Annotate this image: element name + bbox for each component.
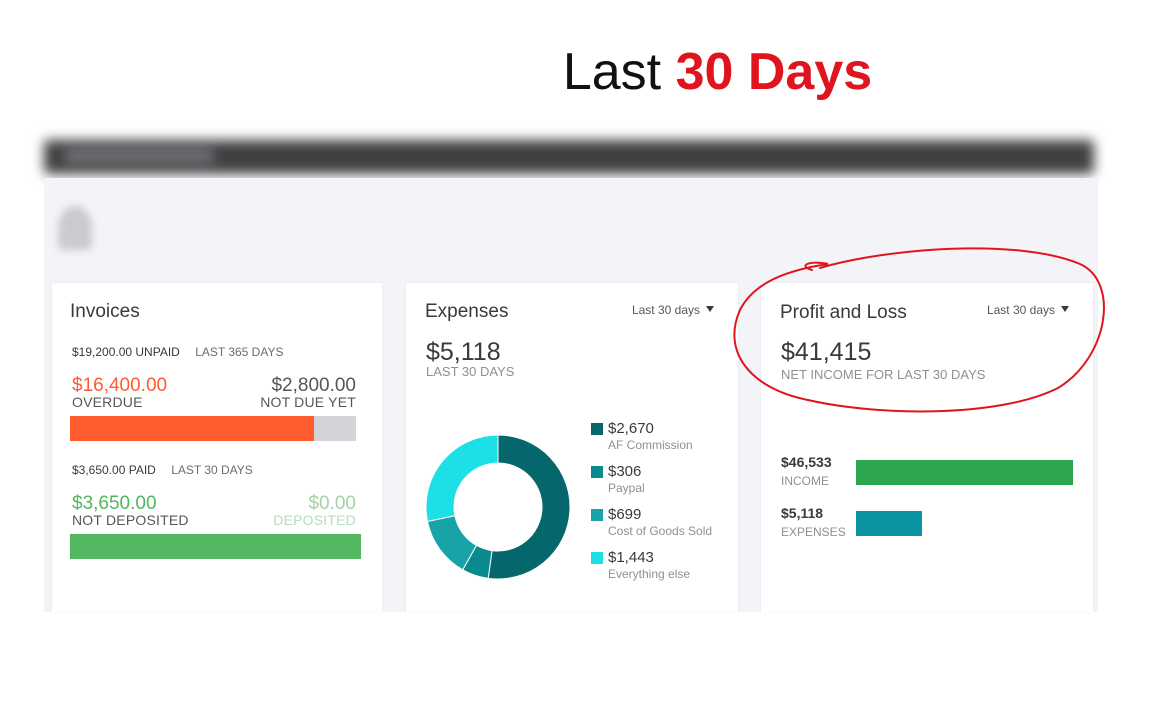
- legend-swatch: [591, 552, 603, 564]
- expenses-amount: $5,118: [781, 505, 824, 521]
- invoices-title: Invoices: [70, 301, 140, 322]
- not-deposited-amount[interactable]: $3,650.00: [72, 493, 157, 514]
- donut-slice-af-commission[interactable]: [487, 434, 571, 580]
- unpaid-bar[interactable]: [70, 416, 356, 441]
- expenses-bar[interactable]: [856, 511, 922, 536]
- legend-swatch: [591, 423, 603, 435]
- not-due-label: NOT DUE YET: [260, 394, 356, 410]
- not-deposited-label: NOT DEPOSITED: [72, 512, 189, 528]
- legend-amount: $699: [608, 506, 642, 523]
- company-header: [44, 178, 1098, 276]
- profit-loss-range-label: Last 30 days: [986, 303, 1055, 317]
- legend-amount: $1,443: [608, 549, 654, 566]
- donut-slice-everything-else[interactable]: [425, 434, 499, 522]
- net-income-label: NET INCOME FOR LAST 30 DAYS: [781, 367, 986, 382]
- expenses-title: Expenses: [425, 301, 509, 322]
- expenses-card[interactable]: Expenses Last 30 days $5,118 LAST 30 DAY…: [406, 283, 738, 612]
- unpaid-summary: $19,200.00 UNPAID LAST 365 DAYS: [72, 345, 283, 359]
- deposited-amount[interactable]: $0.00: [308, 493, 356, 514]
- chevron-down-icon: [706, 306, 714, 312]
- unpaid-period: LAST 365 DAYS: [195, 345, 284, 359]
- paid-period: LAST 30 DAYS: [171, 463, 253, 477]
- profit-loss-card[interactable]: Profit and Loss Last 30 days $41,415 NET…: [761, 283, 1093, 612]
- not-deposited-bar-segment[interactable]: [70, 534, 361, 559]
- headline: Last 30 Days: [0, 40, 1171, 104]
- unpaid-amount: $19,200.00 UNPAID: [72, 345, 180, 359]
- headline-highlight: 30 Days: [675, 43, 873, 101]
- income-bar[interactable]: [856, 460, 1073, 485]
- net-income-amount: $41,415: [781, 338, 872, 366]
- invoices-card[interactable]: Invoices $19,200.00 UNPAID LAST 365 DAYS…: [52, 283, 382, 612]
- profit-loss-title: Profit and Loss: [780, 302, 907, 323]
- legend-label: Everything else: [608, 567, 691, 581]
- income-amount: $46,533: [781, 454, 832, 470]
- paid-summary: $3,650.00 PAID LAST 30 DAYS: [72, 463, 253, 477]
- expenses-range-dropdown[interactable]: Last 30 days: [632, 303, 714, 317]
- expenses-total: $5,118: [426, 338, 501, 366]
- income-label: INCOME: [781, 474, 829, 488]
- legend-swatch: [591, 466, 603, 478]
- chevron-down-icon: [1061, 306, 1069, 312]
- expenses-period: LAST 30 DAYS: [426, 364, 515, 379]
- overdue-bar-segment[interactable]: [70, 416, 315, 441]
- legend-swatch: [591, 509, 603, 521]
- legend-amount: $306: [608, 463, 642, 480]
- expenses-range-label: Last 30 days: [631, 303, 700, 317]
- not-due-amount[interactable]: $2,800.00: [271, 375, 356, 396]
- expenses-label: EXPENSES: [781, 525, 846, 539]
- app-logo: [64, 150, 214, 162]
- paid-amount: $3,650.00 PAID: [72, 463, 156, 477]
- expenses-donut-chart[interactable]: [424, 433, 572, 581]
- legend-amount: $2,670: [608, 420, 654, 437]
- profit-loss-range-dropdown[interactable]: Last 30 days: [987, 303, 1069, 317]
- overdue-amount[interactable]: $16,400.00: [72, 375, 168, 396]
- deposited-label: DEPOSITED: [273, 512, 356, 528]
- company-icon: [58, 206, 92, 250]
- overdue-label: OVERDUE: [72, 394, 143, 410]
- app-top-bar: [44, 140, 1094, 174]
- legend-label: Cost of Goods Sold: [608, 524, 713, 538]
- legend-label: Paypal: [608, 481, 645, 495]
- headline-prefix: Last: [562, 43, 662, 101]
- legend-label: AF Commission: [608, 438, 693, 452]
- paid-bar[interactable]: [70, 534, 361, 559]
